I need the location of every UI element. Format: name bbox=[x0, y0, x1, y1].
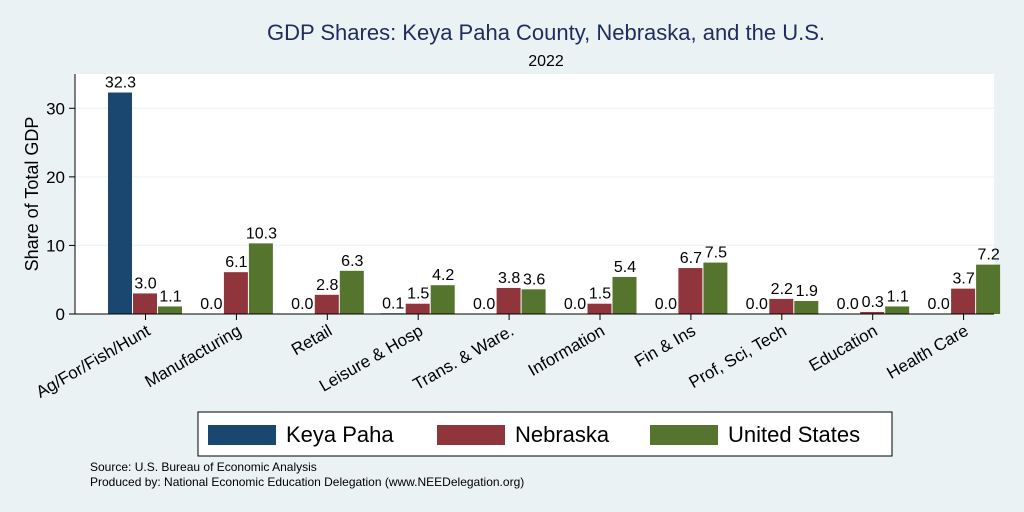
bar-united-states bbox=[703, 262, 728, 314]
legend: Keya Paha Nebraska United States bbox=[197, 411, 893, 457]
data-label: 6.7 bbox=[680, 250, 702, 267]
data-label: 0.0 bbox=[746, 296, 768, 313]
chart-title: GDP Shares: Keya Paha County, Nebraska, … bbox=[267, 20, 825, 45]
y-tick-label: 0 bbox=[56, 305, 65, 324]
data-label: 0.0 bbox=[473, 296, 495, 313]
legend-swatch bbox=[650, 425, 718, 445]
data-label: 2.2 bbox=[771, 281, 793, 298]
data-label: 7.2 bbox=[977, 247, 999, 264]
bar-united-states bbox=[885, 306, 910, 314]
bar-nebraska bbox=[314, 294, 339, 314]
legend-label: Nebraska bbox=[515, 422, 610, 447]
data-label: 0.0 bbox=[200, 296, 222, 313]
data-label: 4.2 bbox=[432, 267, 454, 284]
legend-box bbox=[197, 411, 893, 457]
data-label: 10.3 bbox=[246, 225, 277, 242]
data-label: 1.1 bbox=[887, 288, 909, 305]
bar-nebraska bbox=[496, 287, 521, 314]
legend-swatch bbox=[437, 425, 505, 445]
bar-united-states bbox=[612, 276, 637, 314]
bar-united-states bbox=[521, 289, 546, 314]
data-label: 0.0 bbox=[564, 296, 586, 313]
bar-united-states bbox=[794, 300, 819, 314]
bars bbox=[108, 92, 1001, 314]
data-label: 1.9 bbox=[796, 283, 818, 300]
grid-lines bbox=[75, 107, 994, 246]
bar-nebraska bbox=[678, 268, 703, 314]
bar-united-states bbox=[339, 270, 364, 314]
bar-united-states bbox=[158, 306, 182, 314]
legend-label: Keya Paha bbox=[286, 422, 394, 447]
data-label: 6.3 bbox=[341, 253, 363, 270]
bar-nebraska bbox=[133, 293, 157, 314]
data-label: 6.1 bbox=[225, 254, 247, 271]
bar-nebraska bbox=[405, 303, 430, 314]
bar-nebraska bbox=[860, 311, 885, 314]
data-label: 2.8 bbox=[316, 277, 338, 294]
legend-label: United States bbox=[728, 422, 860, 447]
bar-nebraska bbox=[587, 303, 612, 314]
y-tick-label: 20 bbox=[46, 168, 65, 187]
bar-united-states bbox=[976, 264, 1001, 314]
data-label: 32.3 bbox=[105, 75, 136, 92]
data-label: 0.0 bbox=[837, 296, 859, 313]
producer-note: Produced by: National Economic Education… bbox=[90, 475, 525, 489]
data-label: 7.5 bbox=[705, 245, 727, 262]
data-label: 1.5 bbox=[407, 286, 429, 303]
bar-united-states bbox=[248, 243, 273, 314]
bar-nebraska bbox=[951, 288, 976, 314]
data-labels: 32.33.01.1 0.06.110.30.02.86.30.11.54.20.… bbox=[105, 75, 1000, 313]
y-axis-label: Share of Total GDP bbox=[22, 117, 42, 272]
data-label: 1.5 bbox=[589, 286, 611, 303]
source-note: Source: U.S. Bureau of Economic Analysis bbox=[90, 460, 317, 474]
chart-subtitle: 2022 bbox=[528, 53, 564, 70]
data-label: 3.7 bbox=[952, 271, 974, 288]
bar-nebraska bbox=[769, 298, 794, 314]
data-label: 0.0 bbox=[927, 296, 949, 313]
y-tick-label: 10 bbox=[46, 236, 65, 255]
data-label: 5.4 bbox=[614, 259, 636, 276]
data-label: 0.0 bbox=[291, 296, 313, 313]
y-tick-label: 30 bbox=[46, 99, 65, 118]
bar-nebraska bbox=[223, 272, 248, 314]
data-label: 1.1 bbox=[159, 288, 181, 305]
data-label: 3.0 bbox=[134, 275, 156, 292]
data-label: 3.8 bbox=[498, 270, 520, 287]
bar-united-states bbox=[430, 285, 455, 314]
data-label: 3.6 bbox=[523, 271, 545, 288]
data-label: 0.3 bbox=[862, 294, 884, 311]
bar-keya-paha bbox=[108, 92, 132, 314]
data-label: 0.0 bbox=[655, 296, 677, 313]
legend-swatch bbox=[208, 425, 276, 445]
data-label: 0.1 bbox=[382, 295, 404, 312]
